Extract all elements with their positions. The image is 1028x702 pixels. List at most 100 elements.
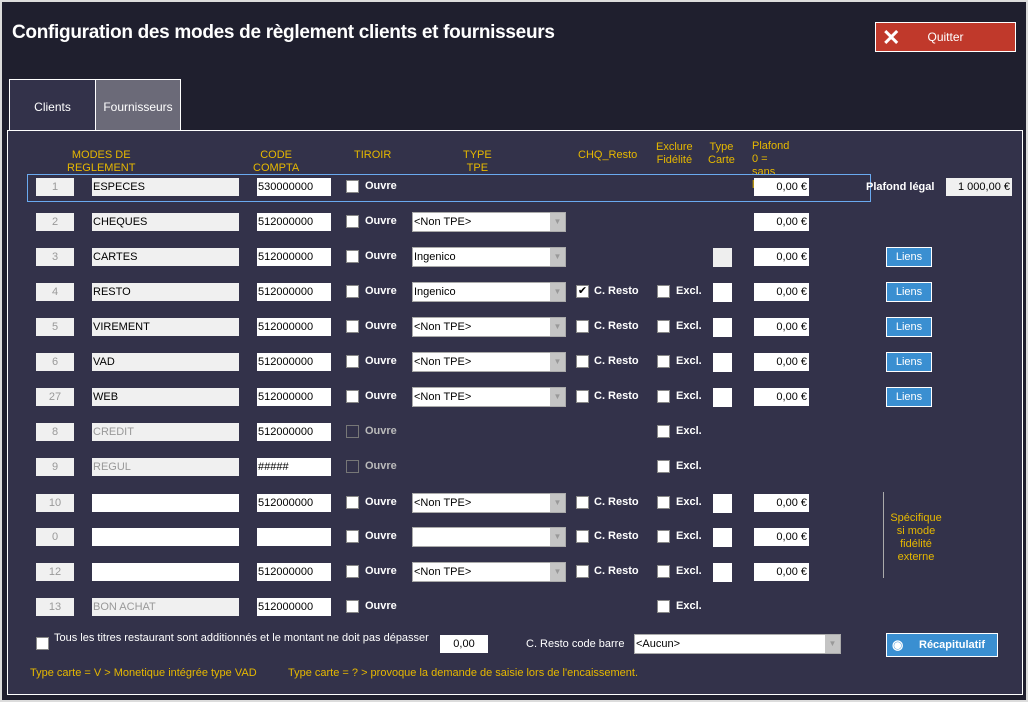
type-tpe-select[interactable]: <Non TPE> ▼ xyxy=(412,562,566,582)
row-selection xyxy=(27,174,871,202)
plafond-input[interactable]: 0,00 € xyxy=(754,528,809,546)
exclure-fidelite-checkbox[interactable] xyxy=(657,390,670,403)
type-carte-input[interactable] xyxy=(713,353,732,372)
liens-button[interactable]: Liens xyxy=(886,352,932,372)
liens-button[interactable]: Liens xyxy=(886,247,932,267)
code-compta-input[interactable]: 530000000 xyxy=(257,178,331,196)
mode-name-input[interactable]: VIREMENT xyxy=(92,318,239,336)
liens-button[interactable]: Liens xyxy=(886,282,932,302)
tiroir-checkbox[interactable] xyxy=(346,355,359,368)
exclure-fidelite-checkbox[interactable] xyxy=(657,600,670,613)
row-number: 2 xyxy=(36,213,74,231)
code-compta-input[interactable]: 512000000 xyxy=(257,318,331,336)
code-compta-input[interactable]: 512000000 xyxy=(257,213,331,231)
tab-fournisseurs[interactable]: Fournisseurs xyxy=(95,79,181,133)
chq-resto-checkbox[interactable]: ✔ xyxy=(576,285,589,298)
code-compta-input[interactable]: 512000000 xyxy=(257,388,331,406)
liens-button[interactable]: Liens xyxy=(886,317,932,337)
type-tpe-select[interactable]: <Non TPE> ▼ xyxy=(412,352,566,372)
tab-clients[interactable]: Clients xyxy=(9,79,95,133)
mode-name-input[interactable]: ESPECES xyxy=(92,178,239,196)
exclure-fidelite-checkbox[interactable] xyxy=(657,285,670,298)
code-compta-input[interactable]: 512000000 xyxy=(257,353,331,371)
code-compta-input[interactable]: 512000000 xyxy=(257,563,331,581)
tiroir-checkbox[interactable] xyxy=(346,460,359,473)
tiroir-checkbox[interactable] xyxy=(346,565,359,578)
recapitulatif-button[interactable]: ◉ Récapitulatif xyxy=(886,633,998,657)
code-compta-input[interactable]: 512000000 xyxy=(257,283,331,301)
mode-name-input[interactable]: VAD xyxy=(92,353,239,371)
type-carte-input[interactable] xyxy=(713,248,732,267)
type-tpe-select[interactable]: Ingenico ▼ xyxy=(412,282,566,302)
tiroir-checkbox[interactable] xyxy=(346,215,359,228)
titres-checkbox[interactable] xyxy=(36,637,49,650)
exclure-fidelite-checkbox[interactable] xyxy=(657,320,670,333)
plafond-input[interactable]: 0,00 € xyxy=(754,353,809,371)
plafond-input[interactable]: 0,00 € xyxy=(754,563,809,581)
plafond-input[interactable]: 0,00 € xyxy=(754,178,809,196)
code-compta-input[interactable]: 512000000 xyxy=(257,494,331,512)
plafond-input[interactable]: 0,00 € xyxy=(754,283,809,301)
type-tpe-select[interactable]: <Non TPE> ▼ xyxy=(412,493,566,513)
mode-name-input[interactable]: CREDIT xyxy=(92,423,239,441)
tiroir-checkbox[interactable] xyxy=(346,600,359,613)
type-carte-input[interactable] xyxy=(713,318,732,337)
divider xyxy=(883,492,884,578)
specifique-note: Spécifique si mode fidélité externe xyxy=(890,512,942,563)
code-compta-input[interactable]: 512000000 xyxy=(257,598,331,616)
chq-resto-checkbox[interactable] xyxy=(576,530,589,543)
tiroir-checkbox[interactable] xyxy=(346,425,359,438)
type-tpe-select[interactable]: ▼ xyxy=(412,527,566,547)
mode-name-input[interactable]: REGUL xyxy=(92,458,239,476)
exclure-fidelite-checkbox[interactable] xyxy=(657,355,670,368)
type-carte-input[interactable] xyxy=(713,563,732,582)
mode-name-input[interactable]: RESTO xyxy=(92,283,239,301)
tiroir-checkbox[interactable] xyxy=(346,180,359,193)
type-tpe-select[interactable]: Ingenico ▼ xyxy=(412,247,566,267)
type-tpe-select[interactable]: <Non TPE> ▼ xyxy=(412,317,566,337)
liens-button[interactable]: Liens xyxy=(886,387,932,407)
type-carte-input[interactable] xyxy=(713,283,732,302)
tiroir-checkbox[interactable] xyxy=(346,390,359,403)
code-compta-input[interactable]: ##### xyxy=(257,458,331,476)
exclure-fidelite-checkbox[interactable] xyxy=(657,425,670,438)
plafond-input[interactable]: 0,00 € xyxy=(754,248,809,266)
montant-input[interactable]: 0,00 xyxy=(440,635,488,653)
type-carte-input[interactable] xyxy=(713,388,732,407)
plafond-input[interactable]: 0,00 € xyxy=(754,494,809,512)
tiroir-checkbox[interactable] xyxy=(346,285,359,298)
plafond-input[interactable]: 0,00 € xyxy=(754,318,809,336)
tiroir-checkbox[interactable] xyxy=(346,320,359,333)
type-carte-input[interactable] xyxy=(713,494,732,513)
mode-name-input[interactable] xyxy=(92,528,239,546)
code-compta-input[interactable] xyxy=(257,528,331,546)
chq-resto-checkbox[interactable] xyxy=(576,320,589,333)
mode-name-input[interactable] xyxy=(92,494,239,512)
code-barre-select[interactable]: <Aucun> ▼ xyxy=(634,634,841,654)
chq-resto-checkbox[interactable] xyxy=(576,355,589,368)
tiroir-checkbox[interactable] xyxy=(346,250,359,263)
type-tpe-select[interactable]: <Non TPE> ▼ xyxy=(412,212,566,232)
type-tpe-select[interactable]: <Non TPE> ▼ xyxy=(412,387,566,407)
exclure-fidelite-checkbox[interactable] xyxy=(657,460,670,473)
code-compta-input[interactable]: 512000000 xyxy=(257,248,331,266)
exclure-fidelite-checkbox[interactable] xyxy=(657,496,670,509)
plafond-input[interactable]: 0,00 € xyxy=(754,213,809,231)
tiroir-checkbox[interactable] xyxy=(346,530,359,543)
quit-button[interactable]: ✕ Quitter xyxy=(875,22,1016,52)
chevron-down-icon: ▼ xyxy=(550,353,565,371)
chq-resto-checkbox[interactable] xyxy=(576,565,589,578)
code-compta-input[interactable]: 512000000 xyxy=(257,423,331,441)
mode-name-input[interactable] xyxy=(92,563,239,581)
exclure-fidelite-checkbox[interactable] xyxy=(657,530,670,543)
mode-name-input[interactable]: BON ACHAT xyxy=(92,598,239,616)
mode-name-input[interactable]: WEB xyxy=(92,388,239,406)
tiroir-checkbox[interactable] xyxy=(346,496,359,509)
chq-resto-checkbox[interactable] xyxy=(576,390,589,403)
mode-name-input[interactable]: CHEQUES xyxy=(92,213,239,231)
plafond-input[interactable]: 0,00 € xyxy=(754,388,809,406)
chq-resto-checkbox[interactable] xyxy=(576,496,589,509)
type-carte-input[interactable] xyxy=(713,528,732,547)
exclure-fidelite-checkbox[interactable] xyxy=(657,565,670,578)
mode-name-input[interactable]: CARTES xyxy=(92,248,239,266)
